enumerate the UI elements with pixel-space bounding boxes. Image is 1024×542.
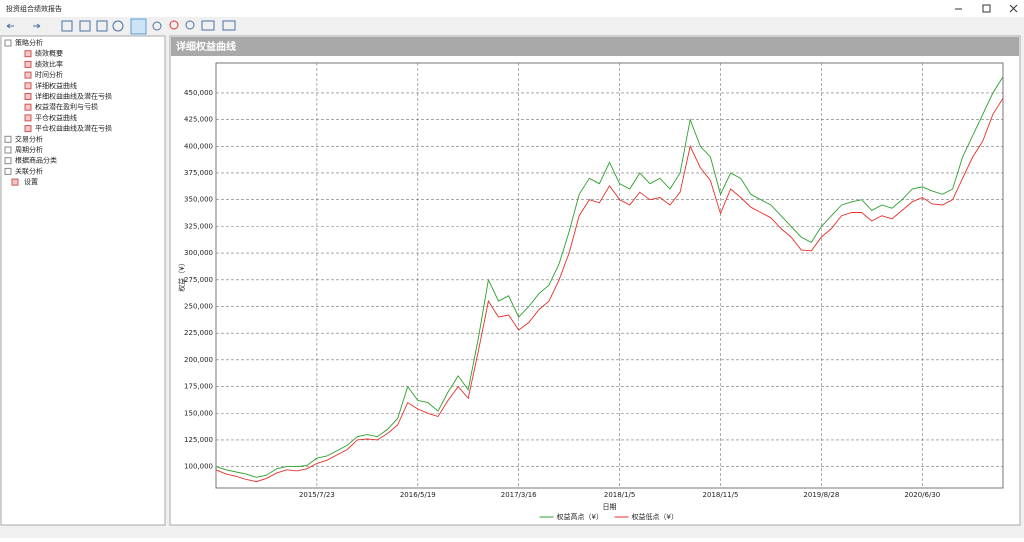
- y-tick-label: 350,000: [184, 196, 213, 204]
- chart: 100,000 125,000 150,000 175,000 200,000 225,0…: [177, 62, 1004, 521]
- zoom-out[interactable]: [185, 20, 195, 30]
- save[interactable]: [61, 20, 73, 32]
- tree-icon: [24, 71, 32, 79]
- x-axis-label: 日期: [603, 503, 617, 511]
- expander[interactable]: [4, 146, 12, 154]
- tree-node[interactable]: 设置: [24, 177, 38, 186]
- x-tick-label: 2018/11/5: [703, 491, 739, 499]
- tree-icon: [24, 82, 32, 90]
- tree-node[interactable]: 平仓权益曲线: [35, 113, 77, 122]
- tree-node[interactable]: 详细权益曲线及潜在亏损: [35, 92, 112, 101]
- tree-node[interactable]: 策略分析: [15, 38, 43, 47]
- tree-icon: [24, 125, 32, 133]
- export[interactable]: [222, 20, 236, 31]
- y-tick-label: 225,000: [184, 329, 213, 337]
- tree-node[interactable]: 时间分析: [35, 70, 63, 79]
- maximize[interactable]: [982, 4, 991, 13]
- expander[interactable]: [4, 39, 12, 47]
- tree-node[interactable]: 关联分析: [15, 166, 43, 175]
- tree-icon: [24, 50, 32, 58]
- settings[interactable]: [112, 20, 124, 32]
- tree-node[interactable]: 权益潜在盈利与亏损: [35, 102, 98, 111]
- tree-icon: [24, 103, 32, 111]
- line-series: [215, 97, 1004, 483]
- cursor-tool[interactable]: [130, 18, 147, 35]
- y-tick-label: 125,000: [184, 436, 213, 444]
- y-tick-label: 450,000: [184, 89, 213, 97]
- y-tick-label: 275,000: [184, 276, 213, 284]
- print[interactable]: [96, 20, 108, 32]
- fit[interactable]: [201, 20, 215, 31]
- tree-node[interactable]: 绩效比率: [35, 59, 63, 68]
- tree-icon: [24, 114, 32, 122]
- copy[interactable]: [79, 20, 91, 32]
- pan[interactable]: [152, 21, 162, 31]
- expander[interactable]: [4, 167, 12, 175]
- back[interactable]: [6, 23, 14, 29]
- y-tick-label: 375,000: [184, 169, 213, 177]
- y-tick-label: 100,000: [184, 463, 213, 471]
- y-tick-label: 175,000: [184, 383, 213, 391]
- y-tick-label: 250,000: [184, 302, 213, 310]
- tree-icon: [24, 60, 32, 68]
- y-tick-label: 300,000: [184, 249, 213, 257]
- tree-node[interactable]: 周期分析: [15, 145, 43, 154]
- window-title: 投资组合绩效报告: [6, 4, 62, 13]
- x-tick-label: 2015/7/23: [299, 491, 335, 499]
- y-tick-label: 425,000: [184, 116, 213, 124]
- zoom-in[interactable]: [169, 20, 179, 30]
- toolbar: [6, 18, 236, 35]
- forward[interactable]: [33, 23, 41, 29]
- y-tick-label: 325,000: [184, 222, 213, 230]
- close[interactable]: [1009, 4, 1018, 13]
- y-tick-label: 400,000: [184, 142, 213, 150]
- tree-node[interactable]: 交易分析: [15, 134, 43, 143]
- x-tick-label: 2019/8/28: [803, 491, 839, 499]
- legend-label: 权益低点（¥）: [632, 512, 678, 521]
- chart-title: 详细权益曲线: [176, 40, 236, 53]
- tree-icon: [11, 178, 19, 186]
- y-tick-label: 150,000: [184, 409, 213, 417]
- line-series: [215, 76, 1004, 478]
- tree-node[interactable]: 根据商品分类: [15, 156, 57, 165]
- expander[interactable]: [4, 135, 12, 143]
- title-bar: [0, 0, 1024, 17]
- x-tick-label: 2020/6/30: [904, 491, 940, 499]
- tree-icon: [24, 93, 32, 100]
- plot-area: [215, 62, 1004, 489]
- tree-node[interactable]: 绩效概要: [35, 49, 63, 58]
- tree: 策略分析绩效概要绩效比率时间分析详细权益曲线详细权益曲线及潜在亏损权益潜在盈利与…: [4, 38, 112, 186]
- expander[interactable]: [4, 157, 12, 165]
- chart-header: [171, 37, 1019, 56]
- x-tick-label: 2018/1/5: [604, 491, 635, 499]
- x-tick-label: 2017/3/16: [501, 491, 537, 499]
- x-tick-label: 2016/5/19: [400, 491, 436, 499]
- legend-label: 权益高点（¥）: [557, 512, 603, 521]
- y-tick-label: 200,000: [184, 356, 213, 364]
- tree-node[interactable]: 详细权益曲线: [35, 81, 77, 90]
- tree-node[interactable]: 平仓权益曲线及潜在亏损: [35, 124, 112, 133]
- chart-panel: [169, 35, 1021, 526]
- y-axis-label: 权益（¥）: [177, 259, 186, 291]
